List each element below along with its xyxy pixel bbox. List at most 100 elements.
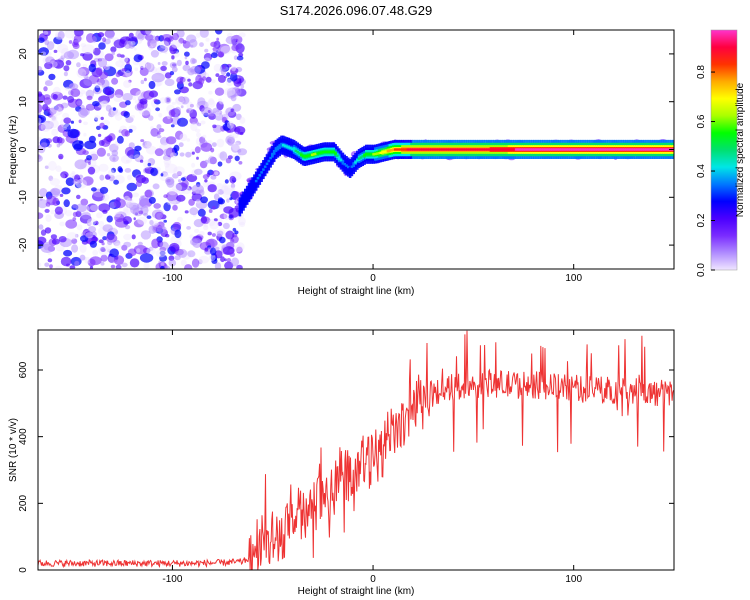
noise-speckle: [158, 128, 165, 133]
noise-speckle: [200, 215, 208, 224]
noise-speckle: [152, 183, 160, 190]
noise-speckle: [200, 120, 206, 125]
noise-speckle: [170, 124, 175, 128]
noise-speckle: [124, 63, 132, 74]
noise-speckle: [127, 201, 134, 208]
noise-speckle: [189, 234, 194, 240]
noise-speckle: [70, 120, 74, 124]
noise-speckle: [98, 203, 111, 213]
noise-speckle: [141, 110, 151, 119]
trace-band: [258, 174, 262, 177]
noise-speckle: [212, 124, 217, 129]
trace-band: [500, 148, 504, 151]
noise-speckle: [125, 159, 130, 163]
noise-speckle: [92, 101, 100, 107]
noise-speckle: [177, 117, 188, 127]
noise-speckle: [44, 39, 50, 46]
noise-speckle: [227, 136, 235, 146]
noise-speckle: [173, 166, 185, 176]
trace-band: [285, 145, 289, 148]
noise-speckle: [222, 222, 230, 230]
noise-speckle: [55, 165, 62, 172]
noise-speckle: [63, 249, 73, 257]
trace-band: [424, 148, 428, 151]
trace-band: [475, 148, 478, 151]
noise-speckle: [151, 238, 160, 249]
noise-speckle: [191, 169, 198, 177]
trace-band: [247, 191, 251, 194]
noise-speckle: [132, 192, 140, 198]
noise-speckle: [99, 174, 105, 181]
noise-speckle: [81, 211, 91, 220]
noise-speckle: [212, 107, 220, 114]
trace-band: [345, 164, 348, 167]
trace-band: [588, 148, 592, 151]
y-tick-label: 20: [18, 48, 29, 60]
noise-speckle: [40, 122, 51, 132]
noise-speckle: [79, 89, 86, 95]
noise-speckle: [76, 224, 83, 231]
noise-speckle: [140, 230, 152, 240]
noise-speckle: [158, 46, 169, 53]
trace-band: [648, 148, 652, 151]
noise-speckle: [63, 51, 75, 60]
noise-speckle: [186, 101, 194, 111]
trace-band: [283, 144, 287, 148]
noise-speckle: [115, 60, 124, 68]
noise-speckle: [197, 97, 206, 107]
trace-band: [392, 148, 395, 151]
noise-speckle: [100, 254, 108, 262]
noise-speckle: [209, 220, 219, 230]
trace-band: [374, 152, 377, 156]
noise-speckle: [50, 234, 58, 240]
noise-speckle: [145, 30, 154, 36]
noise-speckle: [134, 145, 142, 151]
noise-speckle: [70, 88, 81, 97]
trace-band: [569, 148, 572, 151]
noise-speckle: [143, 159, 151, 169]
trace-band: [579, 148, 583, 151]
noise-speckle: [214, 250, 223, 259]
noise-speckle: [77, 66, 90, 77]
trace-band: [596, 148, 599, 151]
noise-speckle: [174, 113, 179, 118]
noise-speckle: [231, 86, 242, 97]
colorbar-tick-label: 0.0: [696, 263, 707, 277]
noise-speckle: [44, 80, 53, 87]
noise-speckle: [191, 258, 200, 268]
noise-speckle: [105, 174, 111, 180]
trace-band: [525, 148, 529, 151]
x-tick-label: 0: [370, 273, 376, 284]
noise-speckle: [106, 153, 111, 157]
noise-speckle: [186, 186, 192, 191]
noise-speckle: [126, 182, 138, 192]
noise-speckle: [156, 124, 162, 130]
noise-speckle: [178, 142, 184, 148]
noise-speckle: [128, 128, 133, 133]
trace-band: [666, 148, 670, 151]
noise-speckle: [46, 41, 55, 51]
noise-speckle: [118, 167, 124, 173]
noise-speckle: [217, 198, 225, 205]
noise-speckle: [82, 63, 88, 68]
snr-frame: [37, 329, 675, 571]
trace-band: [431, 148, 435, 151]
noise-speckle: [213, 218, 218, 222]
noise-speckle: [226, 198, 230, 203]
noise-speckle: [172, 204, 178, 211]
trace-band: [386, 149, 390, 153]
trace-band: [287, 146, 290, 149]
noise-speckle: [170, 40, 182, 49]
noise-speckle: [210, 247, 217, 256]
noise-speckle: [45, 214, 52, 222]
noise-speckle: [208, 90, 213, 95]
trace-band: [422, 148, 426, 151]
trace-band: [522, 148, 525, 151]
noise-speckle: [87, 218, 97, 226]
noise-speckle: [169, 44, 178, 55]
noise-speckle: [129, 258, 140, 268]
noise-speckle: [155, 107, 161, 112]
trace-band: [256, 177, 260, 180]
trace-band: [307, 154, 310, 157]
trace-band: [572, 148, 576, 151]
